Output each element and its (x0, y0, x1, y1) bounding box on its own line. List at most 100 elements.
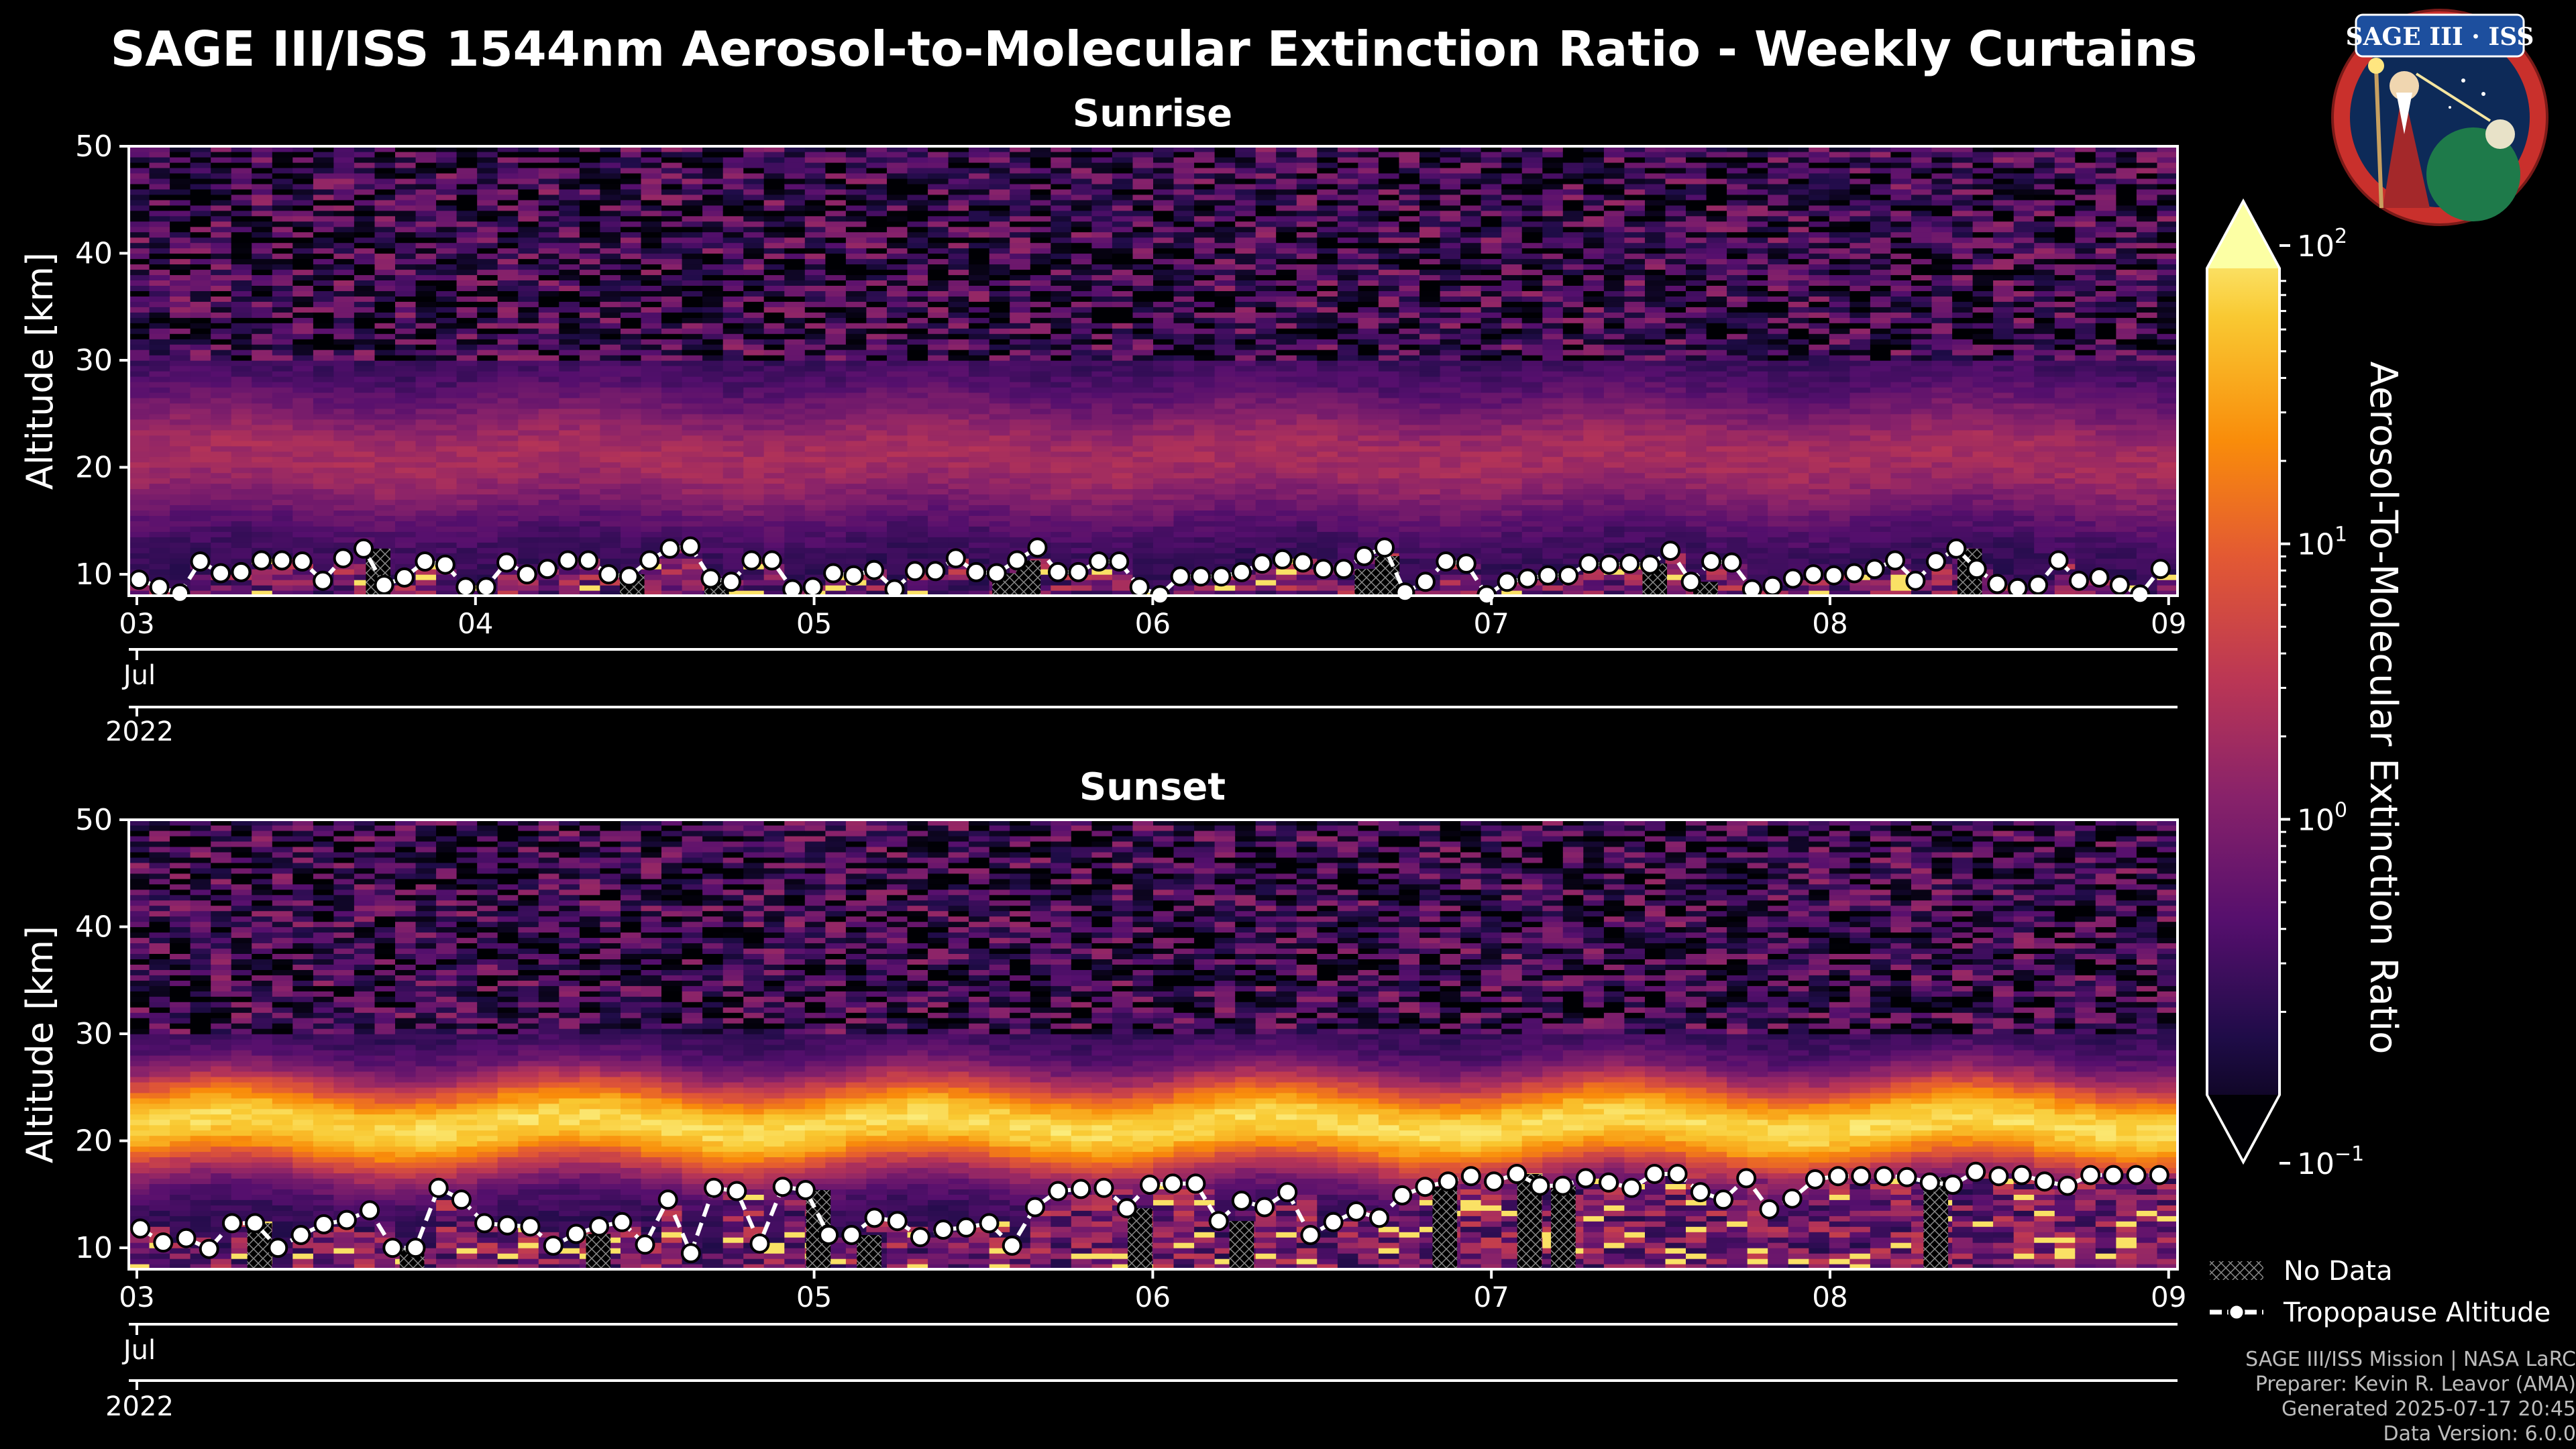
sunrise-heatmap-cell (845, 521, 867, 527)
sunrise-heatmap-cell (1173, 296, 1195, 302)
sunrise-heatmap-cell (1235, 472, 1256, 479)
sunrise-heatmap-cell (497, 172, 519, 179)
sunrise-heatmap-cell (252, 392, 273, 398)
sunrise-heatmap-cell (989, 462, 1010, 468)
sunrise-heatmap-cell (825, 280, 847, 286)
sunrise-heatmap-cell (887, 564, 908, 570)
sunrise-heatmap-cell (149, 462, 170, 468)
sunrise-heatmap-cell (1194, 301, 1216, 307)
sunrise-heatmap-cell (1112, 569, 1133, 575)
sunrise-heatmap-cell (621, 478, 642, 484)
sunrise-heatmap-cell (1051, 301, 1072, 307)
sunrise-heatmap-cell (313, 274, 334, 280)
sunrise-heatmap-cell (1132, 386, 1154, 393)
sunrise-heatmap-cell (497, 392, 519, 398)
sunrise-heatmap-cell (948, 301, 969, 307)
sunrise-heatmap-cell (292, 231, 314, 238)
sunrise-heatmap-cell (1173, 515, 1195, 521)
sunrise-heatmap-cell (538, 178, 559, 184)
sunrise-heatmap-cell (661, 317, 683, 323)
sunrise-heatmap-cell (374, 451, 396, 458)
sunrise-heatmap-cell (1051, 478, 1072, 484)
sunrise-heatmap-cell (641, 472, 662, 479)
sunrise-heatmap-cell (497, 542, 519, 548)
sunrise-heatmap-cell (333, 152, 355, 158)
sunrise-heatmap-cell (804, 157, 826, 163)
sunrise-heatmap-cell (825, 440, 847, 447)
sunrise-heatmap-cell (641, 386, 662, 393)
sunrise-heatmap-cell (784, 429, 806, 436)
sunrise-heatmap-cell (661, 152, 683, 158)
sunrise-heatmap-cell (272, 537, 293, 543)
sunrise-heatmap-cell (1173, 307, 1195, 313)
sunrise-heatmap-cell (743, 472, 765, 479)
sunrise-heatmap-cell (722, 564, 744, 570)
sunrise-heatmap-cell (907, 253, 928, 260)
sunrise-heatmap-cell (1276, 301, 1297, 307)
sunrise-heatmap-cell (1337, 483, 1358, 490)
sunrise-heatmap-cell (1276, 167, 1297, 174)
sunrise-heatmap-cell (1112, 424, 1133, 431)
sunrise-heatmap-cell (784, 172, 806, 179)
sunrise-heatmap-cell (1337, 542, 1358, 548)
sunrise-heatmap-cell (333, 146, 355, 152)
sunrise-heatmap-cell (1173, 328, 1195, 334)
sunrise-heatmap-cell (969, 178, 990, 184)
sunrise-heatmap-cell (252, 172, 273, 179)
sunrise-heatmap-cell (170, 386, 191, 393)
sunrise-heatmap-cell (518, 312, 539, 318)
sunrise-heatmap-cell (1317, 146, 1338, 152)
sunrise-heatmap-cell (928, 146, 949, 152)
sunrise-heatmap-cell (702, 237, 724, 244)
sunrise-heatmap-cell (845, 258, 867, 265)
sunrise-heatmap-cell (1296, 183, 1318, 190)
sunrise-heatmap-cell (948, 585, 969, 591)
sunrise-heatmap-cell (743, 488, 765, 495)
sunrise-heatmap-cell (1194, 585, 1216, 591)
sunrise-heatmap-cell (292, 162, 314, 168)
sunrise-heatmap-cell (456, 199, 478, 206)
sunrise-heatmap-cell (989, 494, 1010, 500)
sunrise-heatmap-cell (1296, 167, 1318, 174)
sunrise-heatmap-cell (784, 264, 806, 270)
sunrise-heatmap-cell (436, 435, 458, 441)
sunrise-heatmap-cell (579, 226, 600, 233)
sunrise-heatmap-cell (641, 435, 662, 441)
sunrise-heatmap-cell (621, 429, 642, 436)
sunrise-heatmap-cell (845, 194, 867, 201)
sunrise-heatmap-cell (477, 510, 498, 516)
sunrise-heatmap-cell (722, 210, 744, 217)
sunrise-heatmap-cell (395, 590, 417, 596)
sunrise-heatmap-cell (313, 226, 334, 233)
sunrise-heatmap-cell (1010, 440, 1031, 447)
sunrise-heatmap-cell (1235, 510, 1256, 516)
sunrise-heatmap-cell (825, 515, 847, 521)
sunrise-heatmap-cell (804, 269, 826, 276)
sunrise-heatmap-cell (887, 397, 908, 404)
sunrise-heatmap-cell (477, 344, 498, 350)
sunrise-heatmap-cell (1051, 280, 1072, 286)
sunrise-heatmap-cell (1112, 478, 1133, 484)
sunrise-heatmap-cell (600, 312, 621, 318)
sunrise-heatmap-cell (784, 344, 806, 350)
sunrise-heatmap-cell (231, 494, 252, 500)
sunrise-heatmap-cell (825, 307, 847, 313)
sunrise-heatmap-cell (579, 504, 600, 511)
sunrise-heatmap-cell (702, 553, 724, 559)
sunrise-heatmap-cell (722, 258, 744, 265)
sunrise-heatmap-cell (743, 162, 765, 168)
sunrise-heatmap-cell (887, 521, 908, 527)
sunrise-heatmap-cell (190, 333, 211, 339)
sunrise-heatmap-cell (1296, 419, 1318, 425)
sunrise-heatmap-cell (129, 350, 150, 356)
sunrise-heatmap-cell (497, 205, 519, 211)
sunrise-heatmap-cell (1276, 269, 1297, 276)
sunrise-heatmap-cell (722, 504, 744, 511)
sunrise-heatmap-cell (415, 547, 437, 553)
sunrise-heatmap-cell (497, 440, 519, 447)
sunrise-heatmap-cell (825, 488, 847, 495)
sunrise-heatmap-cell (497, 472, 519, 479)
sunrise-heatmap-cell (682, 323, 703, 329)
sunrise-heatmap-cell (129, 366, 150, 372)
sunrise-heatmap-cell (600, 339, 621, 345)
